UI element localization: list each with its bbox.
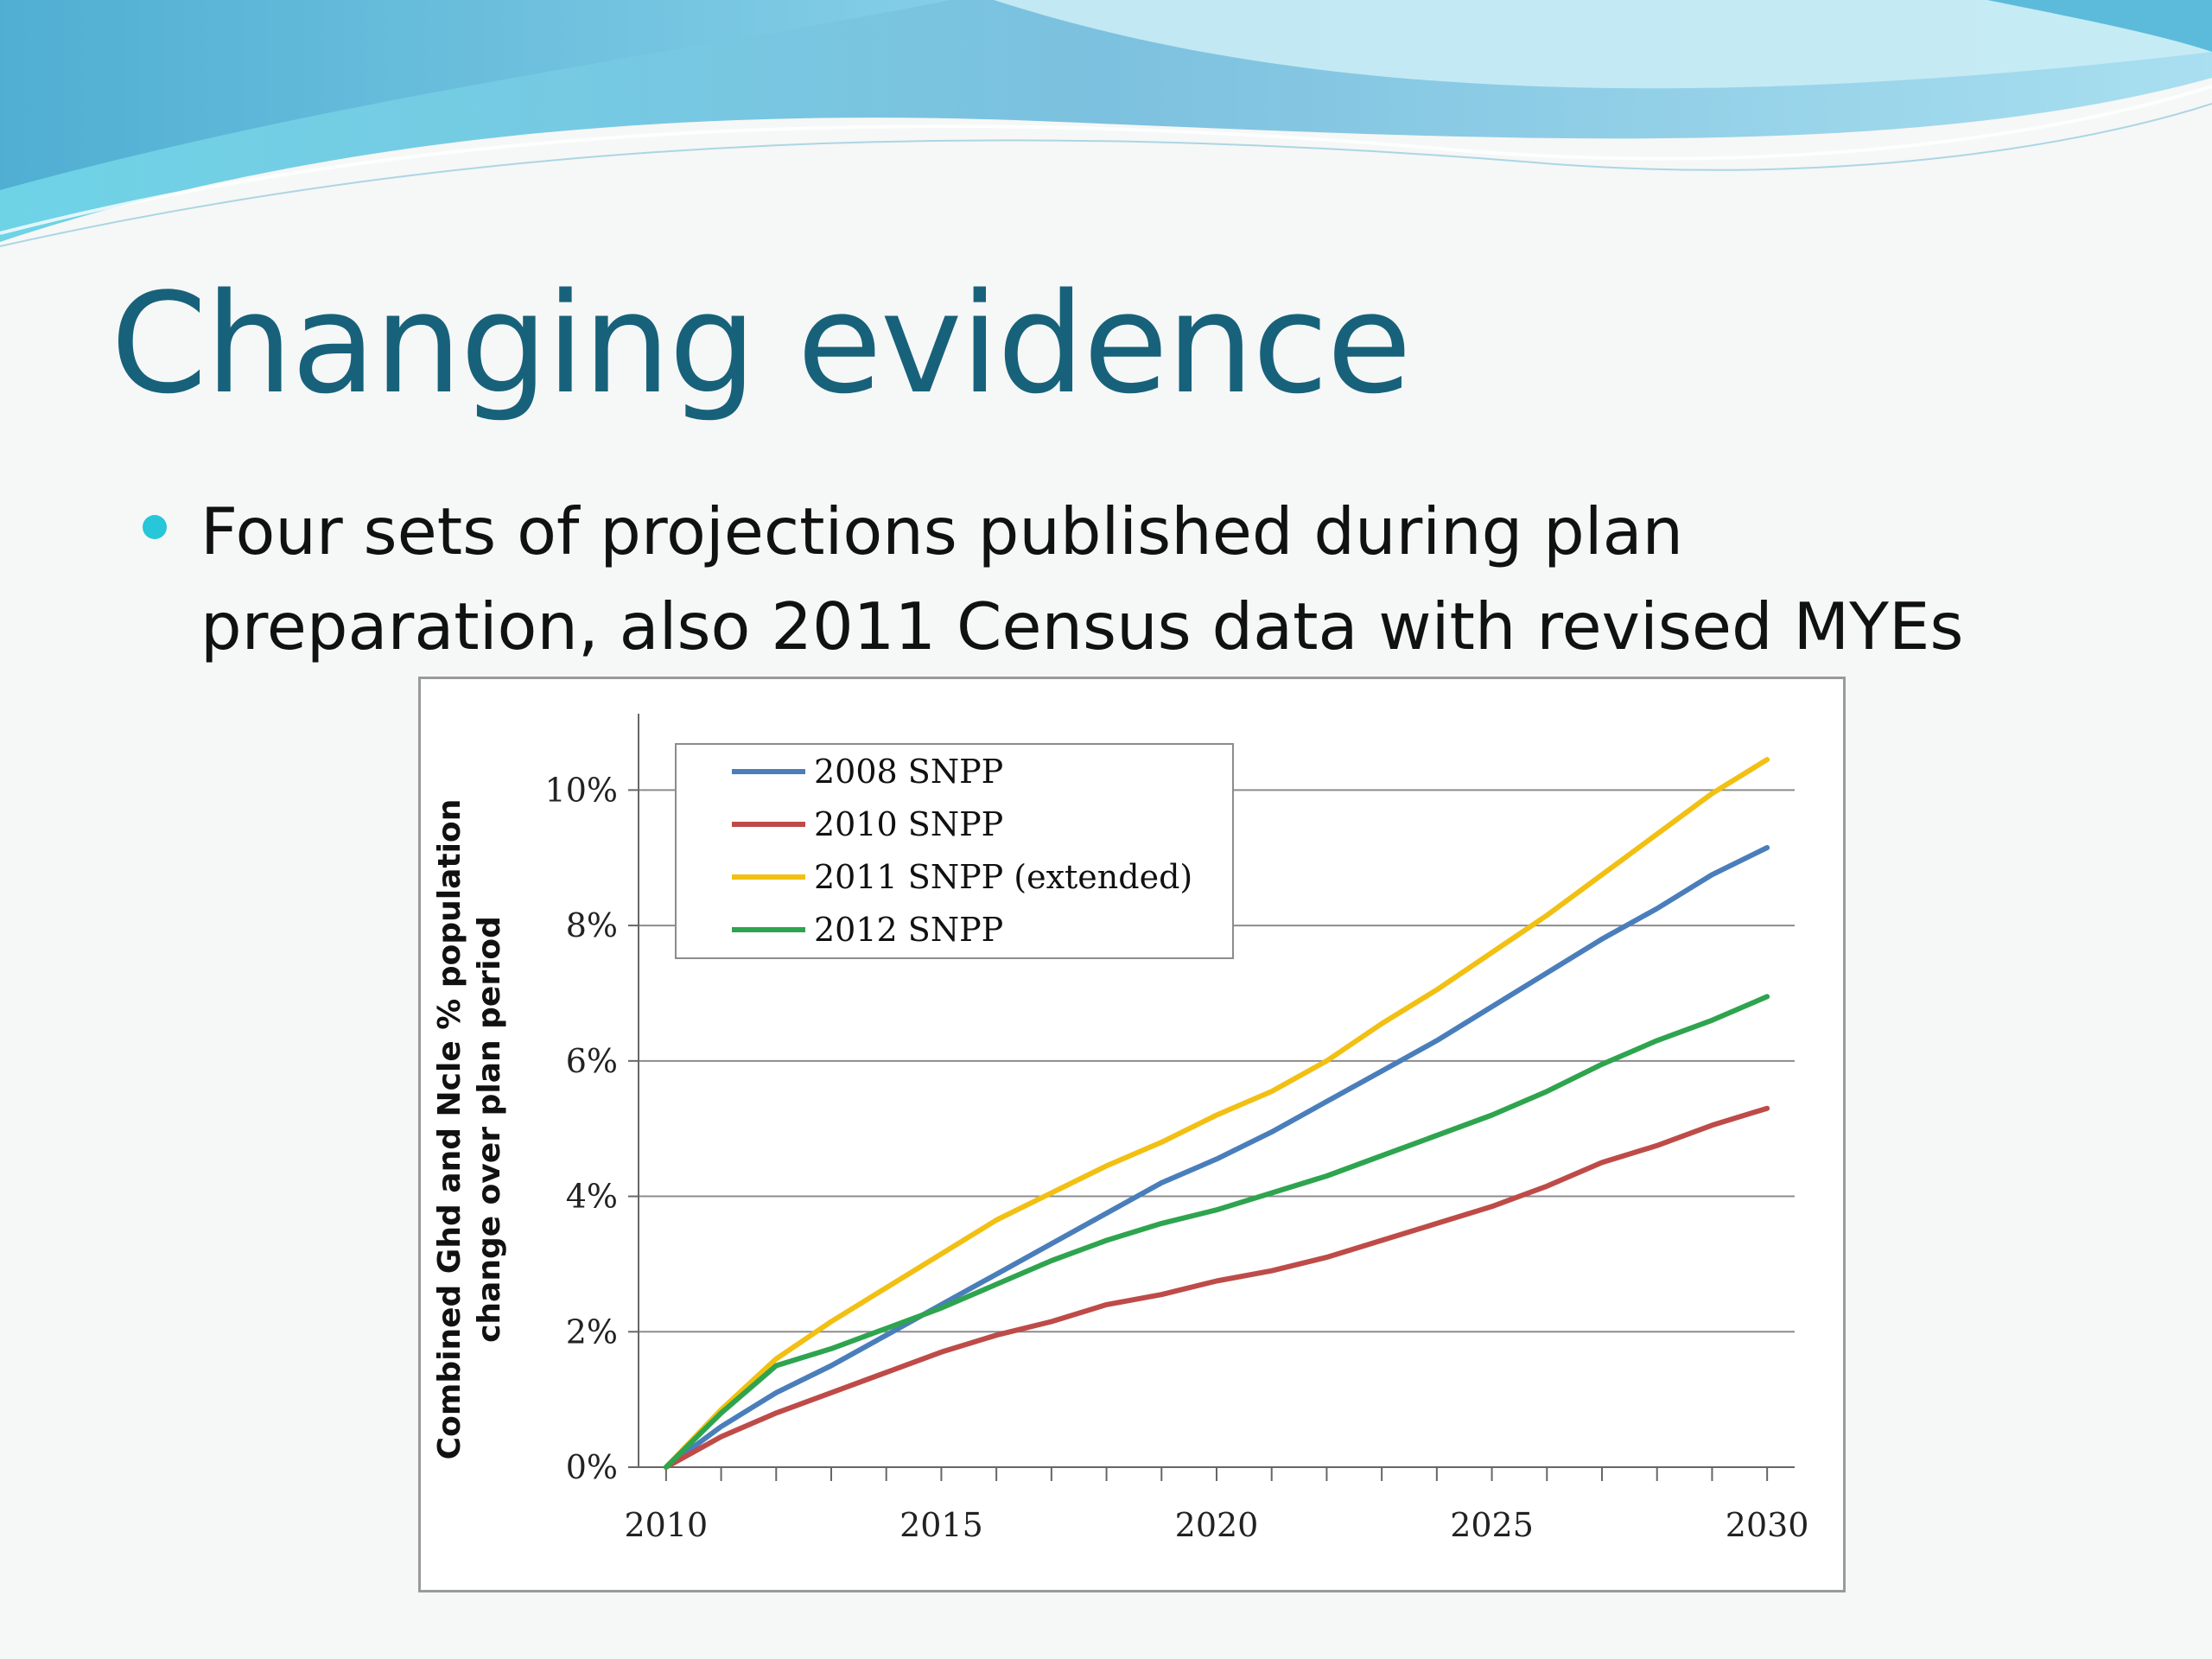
y-tick-label: 2% [566, 1313, 618, 1351]
series-line-1 [663, 845, 1770, 1470]
y-tick-label: 6% [566, 1042, 618, 1080]
series-line-3 [663, 757, 1770, 1470]
legend-label: 2008 SNPP [814, 753, 1003, 791]
y-tick-label: 10% [545, 771, 618, 809]
y-tick-label: 4% [566, 1178, 618, 1216]
legend-box [675, 743, 1234, 959]
y-axis-title-line-2: change over plan period [472, 916, 507, 1343]
y-tick-label: 0% [566, 1448, 618, 1486]
y-axis-title-line-1: Combined Ghd and Ncle % population [432, 799, 467, 1460]
x-tick-label: 2015 [899, 1506, 983, 1544]
y-tick-label: 8% [566, 906, 618, 944]
series-line-4 [663, 994, 1770, 1470]
chart-frame: 0% 2% 4% 6% 8% 10% 2010 2015 2020 2025 2030 2008 S… [418, 677, 1846, 1592]
series-line-2 [663, 1105, 1770, 1470]
legend: 2008 SNPP 2010 SNPP 2011 SNPP (extended) 20… [675, 743, 1234, 959]
series-lines [663, 757, 1770, 1470]
x-tick-label: 2030 [1726, 1506, 1809, 1544]
x-tick-label: 2025 [1450, 1506, 1534, 1544]
legend-label: 2010 SNPP [814, 805, 1003, 843]
legend-label: 2012 SNPP [814, 911, 1003, 949]
x-tick-label: 2020 [1175, 1506, 1259, 1544]
slide-title: Changing evidence [111, 263, 1412, 424]
bullet-text: Four sets of projections published durin… [200, 493, 1964, 664]
header-wave-banner [0, 0, 2212, 276]
y-axis-title: Combined Ghd and Ncle % population change… [432, 799, 507, 1460]
axes: 0% 2% 4% 6% 8% 10% 2010 2015 2020 2025 2030 [545, 714, 1809, 1544]
x-tick-label: 2010 [624, 1506, 708, 1544]
bullet-dot-icon [143, 515, 167, 539]
legend-label: 2011 SNPP (extended) [814, 858, 1192, 896]
population-change-chart: 0% 2% 4% 6% 8% 10% 2010 2015 2020 2025 2030 2008 S… [432, 714, 1809, 1544]
